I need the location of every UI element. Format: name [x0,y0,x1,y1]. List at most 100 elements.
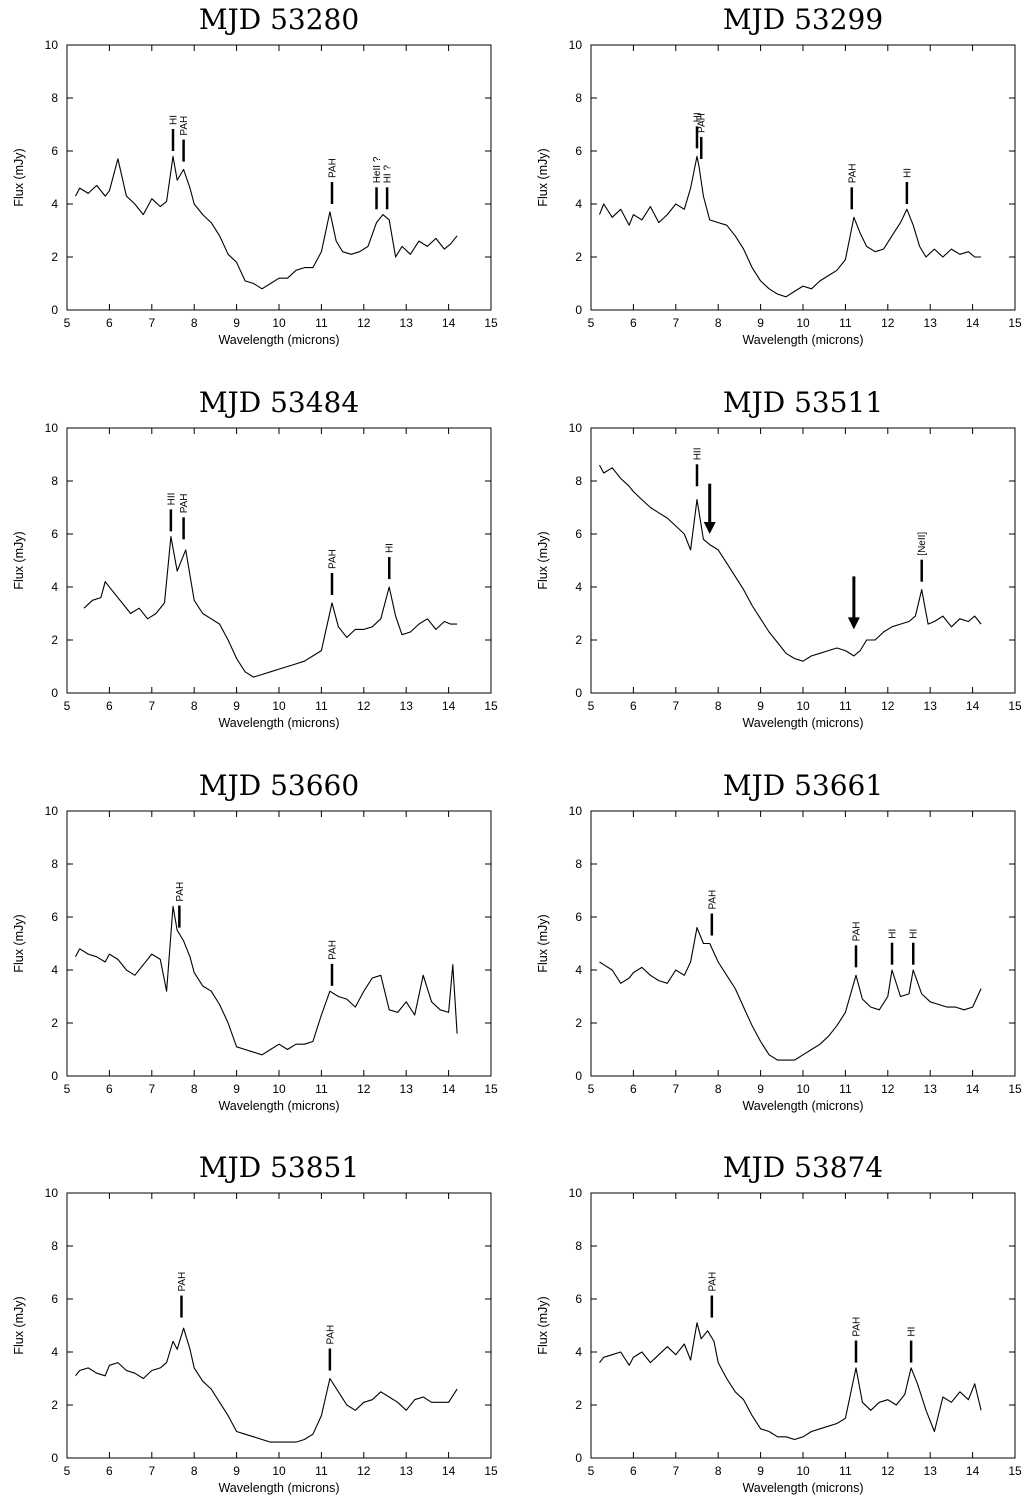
y-tick-label: 0 [575,303,582,317]
y-axis-label: Flux (mJy) [12,531,26,589]
y-tick-label: 4 [575,1345,582,1359]
y-tick-label: 0 [51,686,58,700]
arrow-head [703,522,716,534]
x-tick-label: 12 [357,1082,371,1096]
x-tick-label: 10 [272,1464,286,1478]
x-tick-label: 9 [233,1082,240,1096]
plot-frame [66,427,492,694]
y-tick-label: 6 [575,144,582,158]
x-tick-label: 6 [630,699,637,713]
spectrum-line [83,536,458,678]
x-tick-label: 8 [715,1082,722,1096]
feature-label: HI [902,168,913,178]
chart-panel-1: MJD 53280 5 6 7 8 9 10 11 12 13 14 15 0 2 4 6 8 10 Wavelen… [12,3,498,347]
y-tick-label: 2 [51,1016,58,1030]
y-axis-label: Flux (mJy) [536,914,550,972]
x-tick-label: 13 [400,1082,414,1096]
panel-title: MJD 53299 [723,3,883,36]
y-tick-label: 6 [51,1292,58,1306]
x-tick-label: 11 [315,1082,328,1096]
feature-label: PAH [707,1272,718,1292]
y-tick-label: 8 [575,1239,582,1253]
x-tick-label: 11 [315,699,328,713]
feature-label: HeII ? [372,156,383,183]
x-tick-label: 6 [106,316,113,330]
feature-label: PAH [852,922,863,942]
x-tick-label: 12 [881,1464,895,1478]
x-tick-label: 10 [272,699,286,713]
x-tick-label: 7 [148,1082,155,1096]
x-tick-label: 10 [272,1082,286,1096]
y-tick-label: 0 [575,1069,582,1083]
x-axis-label: Wavelength (microns) [218,716,339,730]
y-tick-label: 0 [575,686,582,700]
panel-title: MJD 53660 [199,769,359,802]
x-tick-label: 14 [966,1082,980,1096]
x-tick-label: 5 [64,316,71,330]
x-tick-label: 9 [233,1464,240,1478]
y-tick-label: 10 [45,38,59,52]
x-tick-label: 7 [672,1464,679,1478]
feature-label: HI [909,929,920,939]
y-axis-label: Flux (mJy) [12,1296,26,1354]
y-tick-label: 0 [51,1069,58,1083]
x-axis-label: Wavelength (microns) [218,333,339,347]
spectrum-line [75,1327,458,1443]
x-tick-label: 14 [442,699,456,713]
x-tick-label: 12 [881,316,895,330]
plot-frame [590,810,1016,1077]
x-tick-label: 5 [64,1082,71,1096]
feature-label: PAH [852,1317,863,1337]
x-tick-label: 5 [64,1464,71,1478]
plot-frame [590,427,1016,694]
feature-label: PAH [847,163,858,183]
y-tick-label: 6 [51,144,58,158]
x-tick-label: 15 [484,1464,498,1478]
y-tick-label: 0 [51,303,58,317]
chart-panel-7: MJD 53851 5 6 7 8 9 10 11 12 13 14 15 0 2 4 6 8 10 Wavelen… [12,1151,498,1495]
x-tick-label: 15 [1008,316,1022,330]
y-tick-label: 8 [51,474,58,488]
y-tick-label: 10 [45,804,59,818]
y-tick-label: 4 [575,963,582,977]
x-tick-label: 9 [757,316,764,330]
x-tick-label: 7 [148,1464,155,1478]
x-tick-label: 8 [191,1464,198,1478]
x-tick-label: 10 [796,316,810,330]
y-axis-label: Flux (mJy) [536,1296,550,1354]
x-tick-label: 9 [233,316,240,330]
spectrum-line [75,905,458,1056]
x-tick-label: 15 [1008,1464,1022,1478]
feature-label: HI [888,929,899,939]
x-tick-label: 10 [796,1082,810,1096]
y-tick-label: 8 [51,857,58,871]
x-axis-label: Wavelength (microns) [218,1481,339,1495]
feature-label: PAH [707,890,718,910]
x-tick-label: 7 [672,699,679,713]
y-tick-label: 10 [569,421,583,435]
panel-title: MJD 53511 [723,386,883,419]
feature-label: HI [169,115,180,125]
x-tick-label: 5 [588,1464,595,1478]
panel-title: MJD 53280 [199,3,359,36]
x-tick-label: 5 [588,316,595,330]
x-axis-label: Wavelength (microns) [218,1099,339,1113]
x-tick-label: 6 [106,1082,113,1096]
x-tick-label: 14 [442,1082,456,1096]
feature-label: PAH [179,493,190,513]
chart-panel-5: MJD 53660 5 6 7 8 9 10 11 12 13 14 15 0 2 4 6 8 10 Wavelen… [12,769,498,1113]
panel-title: MJD 53851 [199,1151,359,1184]
y-tick-label: 4 [575,580,582,594]
x-tick-label: 13 [924,699,938,713]
plot-frame [590,1192,1016,1459]
y-tick-label: 2 [51,250,58,264]
x-tick-label: 7 [148,316,155,330]
y-axis-label: Flux (mJy) [12,148,26,206]
x-tick-label: 9 [233,699,240,713]
spectrum-line [75,155,458,290]
y-tick-label: 10 [569,1186,583,1200]
feature-label: [NeII] [917,532,928,556]
x-tick-label: 5 [64,699,71,713]
x-tick-label: 12 [357,699,371,713]
